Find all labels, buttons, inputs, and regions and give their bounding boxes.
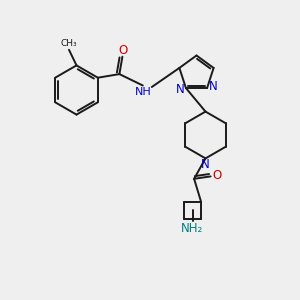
Text: N: N: [176, 83, 184, 96]
Text: N: N: [201, 158, 210, 172]
Text: NH₂: NH₂: [181, 222, 203, 236]
Text: CH₃: CH₃: [60, 39, 77, 48]
Text: NH: NH: [135, 87, 152, 97]
Text: N: N: [209, 80, 218, 93]
Text: O: O: [118, 44, 127, 57]
Text: O: O: [213, 169, 222, 182]
